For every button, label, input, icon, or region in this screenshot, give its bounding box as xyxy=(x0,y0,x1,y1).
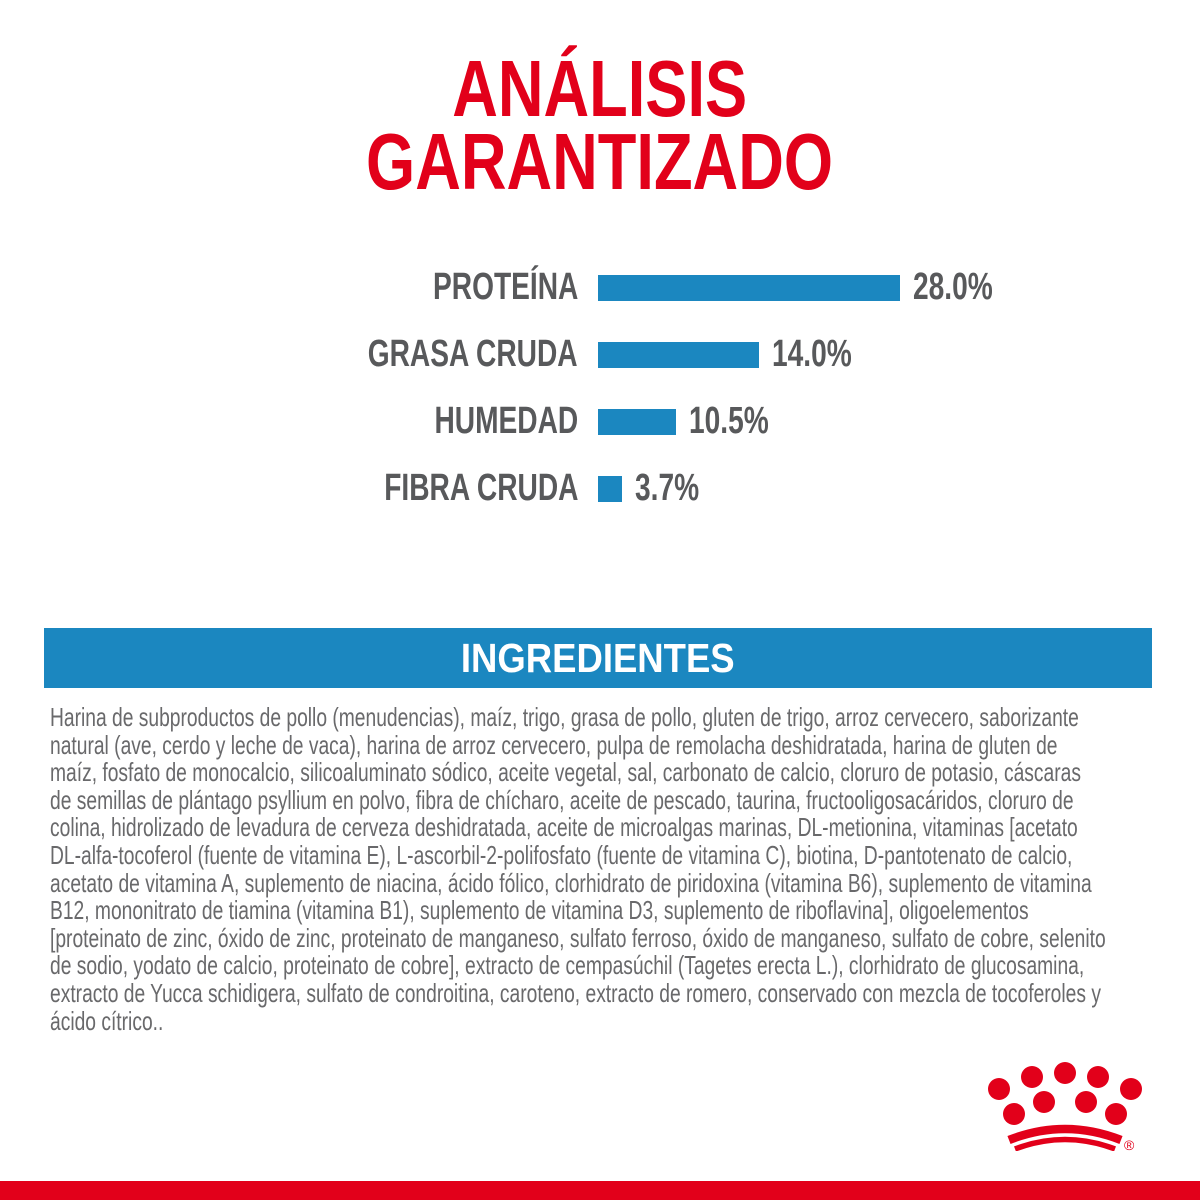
chart-category-label: PROTEÍNA xyxy=(432,266,578,308)
chart-category-cell: GRASA CRUDA xyxy=(40,333,578,376)
chart-bar xyxy=(598,341,759,368)
ingredients-header: INGREDIENTES xyxy=(461,634,735,681)
crown-icon: ® xyxy=(988,1062,1142,1151)
chart-bar xyxy=(598,475,622,502)
ingredients-line: colina, hidrolizado de levadura de cerve… xyxy=(50,812,1078,843)
title-line-1-text: ANÁLISIS xyxy=(452,44,748,133)
analysis-chart: PROTEÍNA 28.0% GRASA CRUDA 14.0% HUMEDAD 10.5… xyxy=(40,254,1160,522)
chart-category-label: FIBRA CRUDA xyxy=(383,467,578,509)
registered-mark: ® xyxy=(1124,1137,1135,1151)
title-line-1: ANÁLISIS xyxy=(0,44,1200,133)
chart-category-label: GRASA CRUDA xyxy=(368,333,578,375)
ingredients-line: B12, mononitrato de tiamina (vitamina B1… xyxy=(50,895,1029,926)
chart-bar xyxy=(598,408,676,435)
chart-value-cell: 14.0% xyxy=(772,333,880,376)
ingredients-line: [proteinato de zinc, óxido de zinc, prot… xyxy=(50,922,1106,953)
ingredients-line: natural (ave, cerdo y leche de vaca), ha… xyxy=(50,729,1058,760)
chart-value-label: 3.7% xyxy=(635,467,700,509)
title-line-2-text: GARANTIZADO xyxy=(366,117,834,206)
bottom-red-strip xyxy=(0,1181,1200,1200)
ingredients-line: acetato de vitamina A, suplemento de nia… xyxy=(50,867,1092,898)
chart-value-cell: 10.5% xyxy=(689,400,797,443)
ingredients-line: ácido cítrico.. xyxy=(50,1005,164,1036)
chart-bar xyxy=(598,274,900,301)
ingredients-line: de sodio, yodato de calcio, proteinato d… xyxy=(50,950,1085,981)
page-title: ANÁLISIS GARANTIZADO xyxy=(0,44,1200,206)
chart-value-cell: 28.0% xyxy=(913,266,1021,309)
chart-value-label: 10.5% xyxy=(689,400,769,442)
chart-row: GRASA CRUDA 14.0% xyxy=(40,321,1160,388)
ingredients-line: Harina de subproductos de pollo (menuden… xyxy=(50,702,1079,732)
chart-row: PROTEÍNA 28.0% xyxy=(40,254,1160,321)
chart-category-cell: HUMEDAD xyxy=(40,400,578,443)
chart-category-label: HUMEDAD xyxy=(434,400,578,442)
ingredients-line: maíz, fosfato de monocalcio, silicoalumi… xyxy=(50,757,1081,788)
chart-value-label: 28.0% xyxy=(913,266,993,308)
ingredients-line: de semillas de plántago psyllium en polv… xyxy=(50,784,1074,815)
chart-row: FIBRA CRUDA 3.7% xyxy=(40,455,1160,522)
chart-category-cell: FIBRA CRUDA xyxy=(40,467,578,510)
chart-value-label: 14.0% xyxy=(772,333,852,375)
chart-category-cell: PROTEÍNA xyxy=(40,266,578,309)
title-line-2: GARANTIZADO xyxy=(0,117,1200,206)
ingredients-list: Harina de subproductos de pollo (menuden… xyxy=(50,702,1160,1036)
ingredients-header-band: INGREDIENTES xyxy=(44,628,1152,688)
chart-value-cell: 3.7% xyxy=(635,467,722,510)
ingredients-line: extracto de Yucca schidigera, sulfato de… xyxy=(50,977,1101,1008)
chart-row: HUMEDAD 10.5% xyxy=(40,388,1160,455)
ingredients-line: DL-alfa-tocoferol (fuente de vitamina E)… xyxy=(50,839,1073,870)
crown-logo: ® xyxy=(985,1056,1145,1151)
